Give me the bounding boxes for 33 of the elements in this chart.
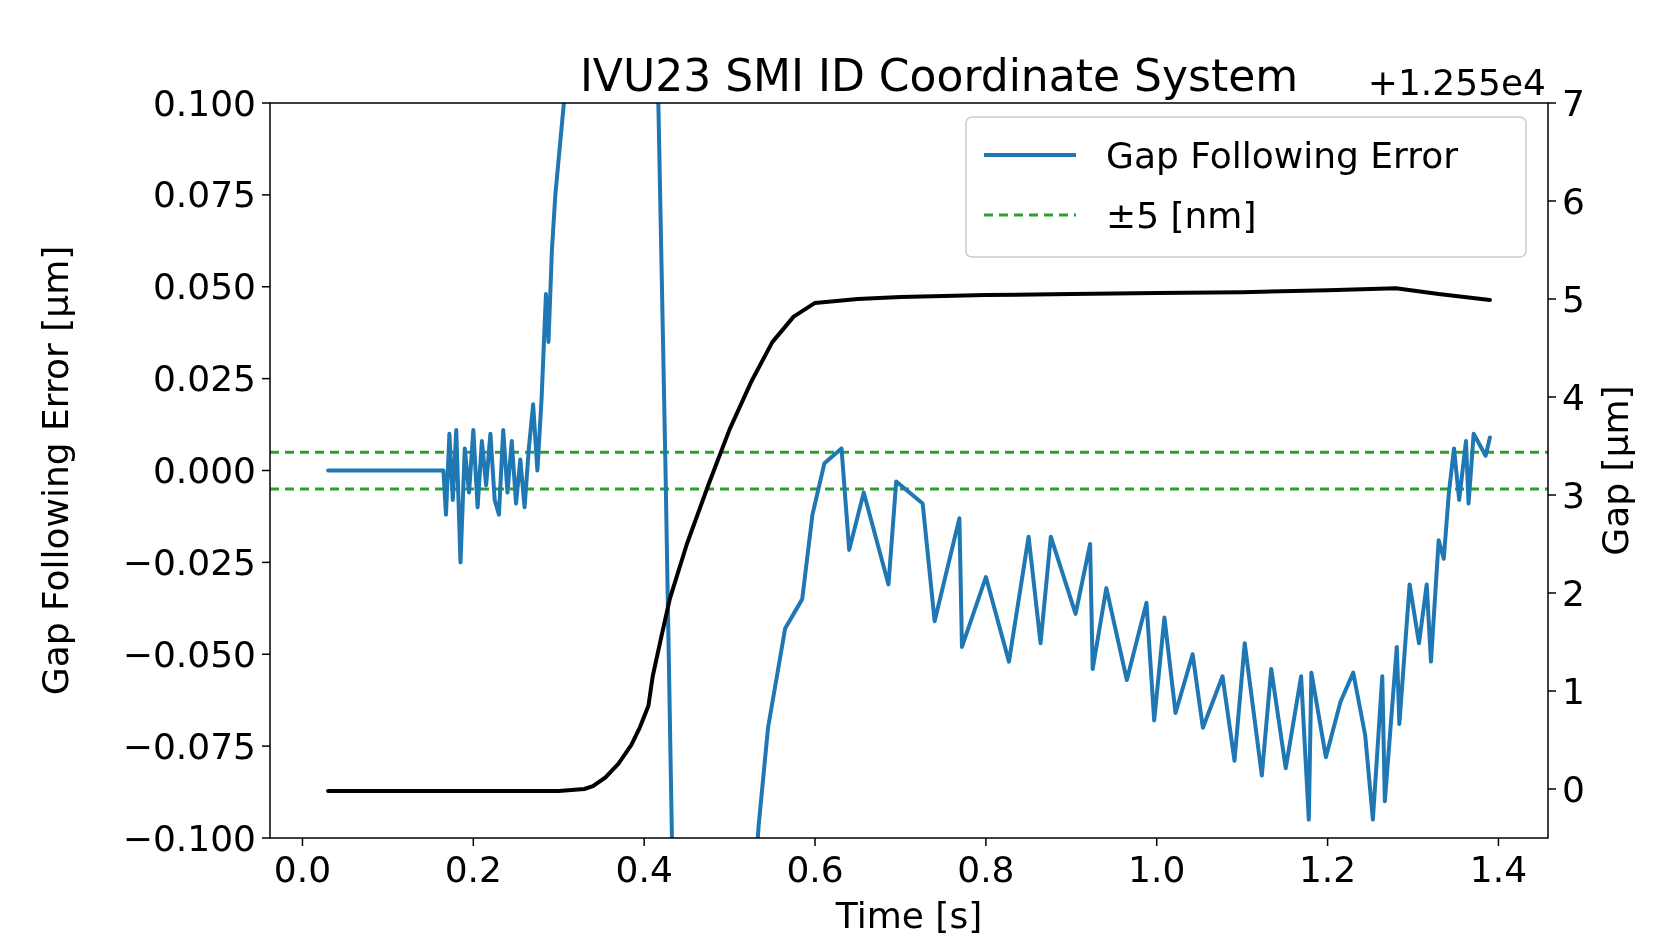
y-tick-label: 0.100 — [152, 82, 256, 124]
y-tick-label: −0.075 — [122, 725, 256, 767]
y-tick-label: 0.000 — [152, 450, 256, 492]
y-tick-label: 0.075 — [152, 174, 256, 216]
y-tick-label: −0.025 — [122, 541, 256, 583]
y-tick-label: 0.025 — [152, 358, 256, 400]
y2-axis-title: Gap [μm] — [1595, 385, 1636, 556]
x-tick-label: 1.2 — [1298, 849, 1357, 890]
x-tick-label: 0.4 — [615, 849, 673, 890]
y2-tick-label: 7 — [1562, 82, 1585, 124]
x-tick-label: 1.4 — [1469, 849, 1528, 890]
y2-tick-label: 1 — [1562, 670, 1585, 712]
y-axis-title: Gap Following Error [μm] — [35, 245, 76, 696]
legend-label: Gap Following Error — [1106, 134, 1459, 176]
x-axis-title: Time [s] — [834, 895, 983, 936]
x-tick-label: 0.8 — [957, 849, 1015, 890]
y2-tick-label: 2 — [1562, 572, 1585, 614]
line-series — [326, 286, 1492, 793]
x-tick-label: 0.6 — [786, 849, 844, 890]
y2-tick-label: 3 — [1562, 474, 1585, 516]
y2-tick-label: 6 — [1562, 180, 1585, 222]
y2-tick-label: 4 — [1562, 376, 1585, 418]
legend-label: ±5 [nm] — [1106, 194, 1257, 236]
y-tick-label: −0.100 — [122, 817, 256, 859]
text: +1.255e4 — [1367, 62, 1546, 103]
x-tick-label: 0.2 — [444, 849, 502, 890]
y-tick-label: 0.050 — [152, 266, 256, 308]
x-tick-label: 0.0 — [273, 849, 332, 890]
y2-tick-label: 0 — [1562, 768, 1585, 810]
x-tick-label: 1.0 — [1128, 849, 1186, 890]
chart-title: IVU23 SMI ID Coordinate System — [579, 50, 1299, 101]
y-tick-label: −0.050 — [122, 633, 256, 675]
y2-tick-label: 5 — [1562, 278, 1585, 320]
